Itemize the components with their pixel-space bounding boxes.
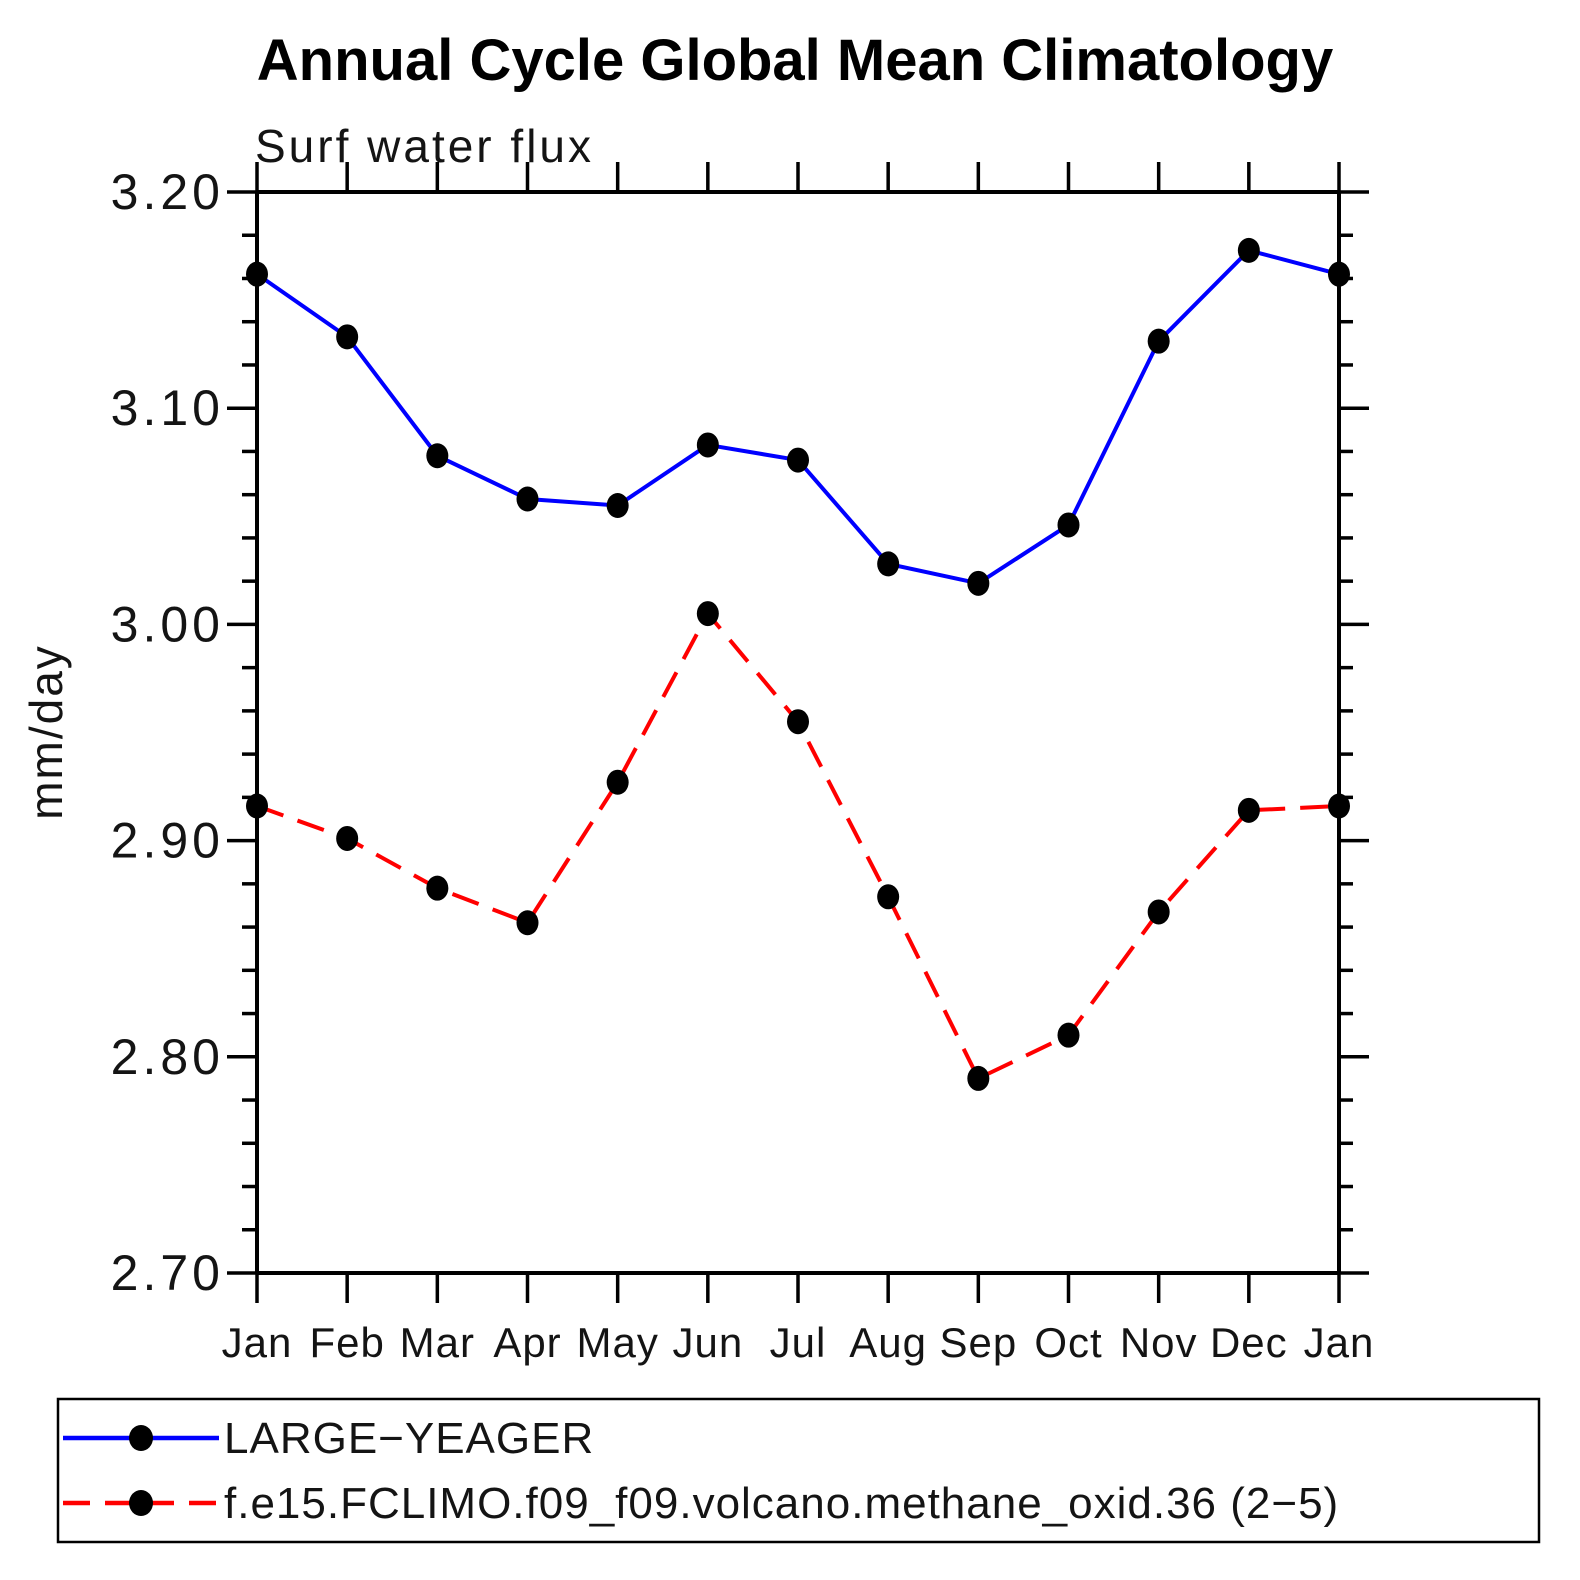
model-run-data-point [787, 709, 809, 735]
x-tick-label: Mar [400, 1319, 475, 1366]
large-yeager-data-point [1057, 512, 1080, 538]
large-yeager-data-point [246, 261, 268, 287]
model-run-data-point [246, 793, 268, 819]
x-tick-label: Oct [1034, 1319, 1102, 1366]
y-axis-label: mm/day [20, 644, 72, 820]
x-tick-label: Jan [1304, 1319, 1375, 1366]
large-yeager-data-point [336, 324, 359, 350]
axes: 2.70 2.80 2.90 3.00 3.10 3.20 Jan Feb Mar Apr May J… [111, 162, 1375, 1366]
chart-title: Annual Cycle Global Mean Climatology [257, 28, 1333, 93]
x-tick-label: Sep [939, 1319, 1017, 1366]
model-run-data-point [1237, 797, 1260, 823]
large-yeager-data-point [696, 432, 719, 458]
model-run-data-point [1328, 793, 1350, 819]
x-tick-label: Apr [493, 1319, 561, 1366]
large-yeager-data-point [516, 486, 539, 512]
x-tick-label: Jan [222, 1319, 293, 1366]
legend-label-large-yeager: LARGE−YEAGER [224, 1414, 594, 1463]
large-yeager-data-point [426, 443, 449, 469]
legend-samples [63, 1425, 219, 1516]
y-tick-label: 2.90 [111, 813, 224, 869]
large-yeager-line [255, 248, 1340, 586]
model-run-data-point [1147, 899, 1170, 925]
model-run-data-point [426, 875, 449, 901]
y-tick-label: 3.00 [111, 596, 224, 652]
legend-label-model-run: f.e15.FCLIMO.f09_f09.volcano.methane_oxi… [224, 1479, 1339, 1528]
x-tick-label: Nov [1120, 1319, 1198, 1366]
x-tick-label: Jul [770, 1319, 827, 1366]
large-yeager-data-point [1328, 261, 1350, 287]
x-tick-label: May [576, 1319, 658, 1366]
model-run-line [256, 611, 1340, 1081]
model-run-data-point [1057, 1022, 1080, 1048]
x-tick-label: Dec [1210, 1319, 1288, 1366]
y-tick-label: 3.10 [111, 380, 224, 436]
plot-area [246, 237, 1350, 1091]
model-run-data-point [516, 910, 539, 936]
large-yeager-data-point [1237, 237, 1260, 263]
y-tick-label: 3.20 [111, 164, 224, 220]
x-tick-label: Aug [849, 1319, 927, 1366]
legend: LARGE−YEAGER f.e15.FCLIMO.f09_f09.volcan… [56, 1397, 1541, 1544]
legend-box [56, 1397, 1541, 1544]
model-run-data-point [606, 769, 629, 795]
y-tick-label: 2.70 [111, 1245, 224, 1301]
model-run-data-point [696, 601, 719, 627]
chart-subtitle: Surf water flux [255, 120, 594, 172]
large-yeager-data-point [787, 447, 809, 473]
large-yeager-data-point [1147, 328, 1170, 354]
large-yeager-data-point [967, 570, 990, 596]
model-run-data-point [967, 1065, 990, 1091]
model-run-data-point [877, 884, 900, 910]
y-tick-label: 2.80 [111, 1029, 224, 1085]
large-yeager-data-point [606, 492, 629, 518]
x-tick-label: Jun [672, 1319, 743, 1366]
legend-sample-marker [129, 1490, 153, 1516]
legend-sample-marker [129, 1425, 153, 1451]
x-tick-label: Feb [309, 1319, 384, 1366]
model-run-data-point [336, 825, 359, 851]
large-yeager-data-point [877, 551, 900, 577]
